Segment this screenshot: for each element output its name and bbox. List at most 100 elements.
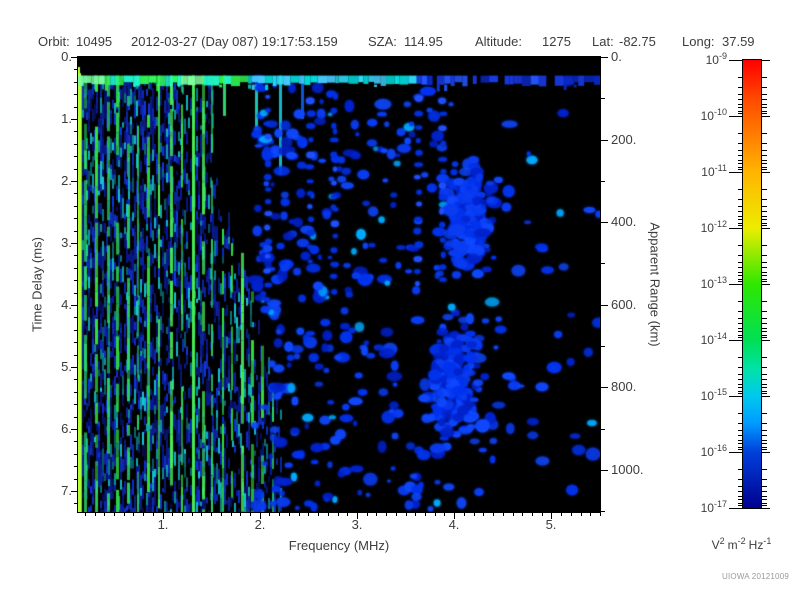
axis-tick: [762, 216, 767, 217]
axis-tick: [406, 512, 407, 516]
axis-tick: [762, 435, 767, 436]
axis-tick: [738, 167, 742, 168]
axis-tick: [762, 155, 767, 156]
axis-tick: [762, 384, 767, 385]
axis-tick: [762, 323, 767, 324]
axis-tick: [762, 430, 767, 431]
x-tick-label: 4.: [448, 517, 460, 532]
y-tick-label: 6.: [61, 421, 72, 436]
axis-tick: [601, 305, 608, 306]
axis-tick: [74, 82, 78, 83]
axis-tick: [600, 512, 601, 516]
colorbar-tick-label: 10-15: [700, 387, 727, 403]
axis-tick: [260, 512, 261, 519]
axis-tick: [762, 496, 767, 497]
axis-tick: [762, 357, 767, 358]
axis-tick: [221, 512, 222, 516]
colorbar-tick-label: 10-10: [700, 107, 727, 123]
unit-part: Hz-1: [748, 536, 772, 552]
axis-tick: [172, 512, 173, 516]
unit-part: V2: [711, 536, 725, 552]
axis-tick: [762, 440, 767, 441]
axis-tick: [211, 512, 212, 516]
axis-tick: [71, 181, 78, 182]
axis-tick: [513, 512, 514, 516]
y-tick-label: 5.: [61, 359, 72, 374]
axis-tick: [762, 393, 767, 394]
axis-tick: [762, 328, 767, 329]
axis-tick: [762, 499, 767, 500]
axis-tick: [95, 512, 96, 516]
long-value: 37.59: [722, 34, 755, 49]
axis-tick: [762, 387, 767, 388]
axis-tick: [738, 281, 742, 282]
axis-tick: [762, 272, 767, 273]
axis-tick: [738, 104, 742, 105]
axis-tick: [729, 340, 742, 341]
x-tick-label: 1.: [157, 517, 169, 532]
colorbar-tick-label: 10-11: [701, 163, 727, 179]
y2-tick-label: 400.: [611, 214, 637, 229]
axis-tick: [738, 435, 742, 436]
axis-tick: [601, 470, 608, 471]
axis-tick: [104, 512, 105, 516]
axis-tick: [738, 219, 742, 220]
axis-tick: [762, 199, 767, 200]
axis-tick: [738, 255, 742, 256]
axis-tick: [74, 441, 78, 442]
axis-tick: [762, 337, 767, 338]
y-tick-label: 2.: [61, 173, 72, 188]
axis-tick: [762, 508, 770, 509]
colorbar-unit-label: V2 m-2 Hz-1: [688, 536, 798, 552]
axis-tick: [601, 222, 608, 223]
axis-tick: [338, 512, 339, 516]
axis-tick: [367, 512, 368, 516]
axis-tick: [762, 340, 770, 341]
colorbar-tick-label: 10-12: [700, 219, 727, 235]
y2-tick-label: 800.: [611, 379, 637, 394]
axis-tick: [738, 391, 742, 392]
altitude-value: 1275: [542, 34, 571, 49]
long-label: Long:: [682, 34, 715, 49]
axis-tick: [762, 219, 767, 220]
axis-tick: [601, 346, 605, 347]
axis-tick: [762, 331, 767, 332]
axis-tick: [738, 374, 742, 375]
axis-tick: [729, 396, 742, 397]
axis-tick: [738, 99, 742, 100]
axis-tick: [762, 391, 767, 392]
axis-tick: [454, 512, 455, 519]
axis-tick: [74, 392, 78, 393]
y2-tick-label: 1000.: [611, 462, 644, 477]
axis-tick: [542, 512, 543, 516]
axis-tick: [762, 107, 767, 108]
x-tick-label: 3.: [351, 517, 363, 532]
axis-tick: [729, 452, 742, 453]
axis-tick: [762, 77, 767, 78]
axis-tick: [71, 429, 78, 430]
axis-tick: [762, 452, 770, 453]
axis-tick: [738, 499, 742, 500]
axis-tick: [762, 116, 770, 117]
axis-tick: [182, 512, 183, 516]
axis-tick: [762, 87, 767, 88]
axis-tick: [738, 311, 742, 312]
y2-tick-label: 200.: [611, 132, 637, 147]
altitude-label: Altitude:: [475, 34, 522, 49]
axis-tick: [762, 211, 767, 212]
y-tick-label: 7.: [61, 483, 72, 498]
axis-tick: [74, 169, 78, 170]
axis-tick: [71, 367, 78, 368]
axis-tick: [738, 379, 742, 380]
axis-tick: [729, 284, 742, 285]
axis-tick: [738, 199, 742, 200]
axis-tick: [762, 172, 770, 173]
axis-tick: [532, 512, 533, 516]
y-axis-title: Time Delay (ms): [29, 237, 45, 332]
axis-tick: [522, 512, 523, 516]
axis-tick: [762, 267, 767, 268]
lat-value: -82.75: [619, 34, 656, 49]
axis-tick: [762, 396, 770, 397]
axis-tick: [71, 119, 78, 120]
axis-tick: [762, 223, 767, 224]
